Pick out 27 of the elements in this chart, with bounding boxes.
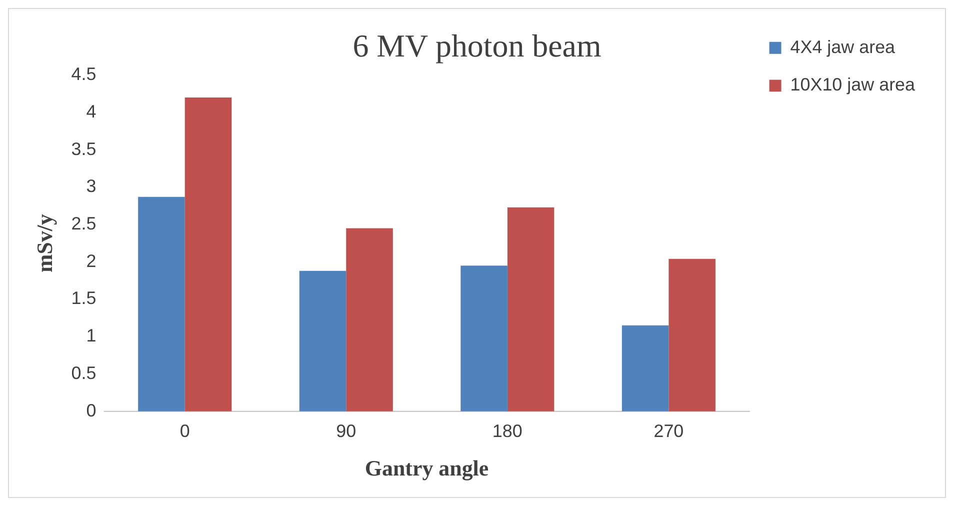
y-axis-title: mSv/y (32, 214, 57, 272)
bar (460, 266, 508, 412)
y-tick-label: 1 (86, 326, 96, 346)
bar (668, 258, 716, 412)
y-tick-label: 3 (86, 176, 96, 196)
y-tick-label: 0 (86, 400, 96, 420)
y-tick-label: 4 (86, 101, 96, 122)
x-tick-label: 270 (654, 421, 684, 442)
bar (299, 270, 346, 412)
y-tick-label: 1.5 (71, 288, 96, 308)
x-tick-label: 180 (492, 421, 522, 442)
chart-title: 6 MV photon beam (352, 28, 602, 64)
x-tick-label: 0 (180, 421, 190, 442)
bar (346, 228, 393, 412)
x-tick-label: 90 (336, 421, 356, 442)
bar (622, 325, 669, 412)
bar (507, 207, 554, 412)
y-tick-label: 2.5 (71, 214, 96, 234)
legend-label: 10X10 jaw area (790, 74, 916, 95)
y-tick-label: 2 (86, 250, 96, 271)
x-axis-title: Gantry angle (364, 456, 489, 481)
y-tick-label: 3.5 (71, 138, 96, 159)
bar (184, 98, 232, 412)
bar (138, 196, 185, 412)
y-tick-label: 0.5 (71, 362, 96, 383)
y-tick-label: 4.5 (71, 64, 96, 84)
legend-label: 4X4 jaw area (790, 36, 896, 57)
